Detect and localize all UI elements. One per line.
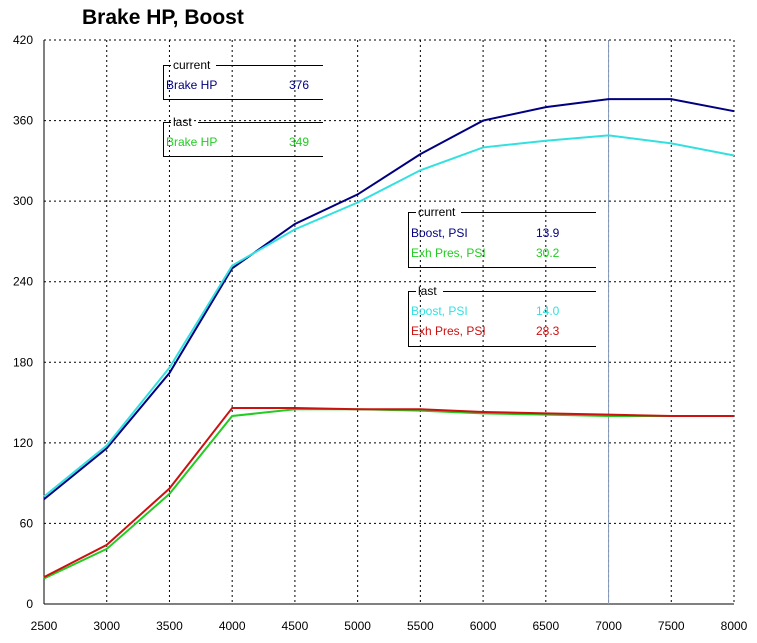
x-tick-label: 4000 — [219, 619, 246, 633]
series-lines — [43, 98, 735, 580]
y-tick-label: 60 — [20, 516, 34, 530]
x-tick-labels: 2500 3000 3500 4000 4500 5000 5500 6000 6500 7000… — [31, 619, 748, 633]
x-tick-label: 5500 — [407, 619, 434, 633]
series-line-3 — [43, 408, 734, 580]
legend-header: last — [418, 284, 437, 298]
series-line-4 — [43, 406, 734, 579]
axes — [43, 40, 734, 605]
x-tick-label: 3000 — [93, 619, 120, 633]
legend-value-exh-pres: 28.3 — [536, 324, 560, 338]
legend-value-brake-hp: 376 — [289, 78, 310, 92]
y-tick-label: 360 — [13, 114, 33, 128]
legend-header: current — [173, 58, 211, 72]
legend-label-brake-hp: Brake HP — [166, 135, 218, 149]
y-tick-label: 420 — [13, 33, 33, 47]
x-tick-label: 8000 — [721, 619, 748, 633]
y-tick-labels: 0 60 120 180 240 300 360 420 — [13, 33, 33, 611]
legend-label-exh-pres: Exh Pres, PSI — [411, 246, 486, 260]
grid-lines — [44, 39, 735, 604]
legend-label-brake-hp: Brake HP — [166, 78, 218, 92]
legend-hp-current: current Brake HP 376 — [163, 58, 323, 102]
series-line-1 — [43, 98, 735, 501]
legend-header: last — [173, 115, 192, 129]
legend-value-exh-pres: 30.2 — [536, 246, 560, 260]
x-tick-label: 3500 — [156, 619, 183, 633]
legend-value-boost: 13.9 — [536, 226, 560, 240]
legend-value-boost: 14.0 — [536, 304, 560, 318]
legend-boost-current: current Boost, PSI 13.9 Exh Pres, PSI 30… — [408, 205, 596, 269]
legend-value-brake-hp: 349 — [289, 135, 310, 149]
legend-boost-last: last Boost, PSI 14.0 Exh Pres, PSI 28.3 — [408, 284, 596, 348]
legend-label-boost: Boost, PSI — [411, 304, 468, 318]
x-tick-label: 6000 — [470, 619, 497, 633]
x-tick-label: 7000 — [595, 619, 622, 633]
legend-label-boost: Boost, PSI — [411, 226, 468, 240]
x-tick-label: 7500 — [658, 619, 685, 633]
chart-title: Brake HP, Boost — [82, 6, 244, 29]
y-tick-label: 0 — [26, 597, 33, 611]
legend-hp-last: last Brake HP 349 — [163, 115, 323, 159]
x-tick-label: 2500 — [31, 619, 58, 633]
y-tick-label: 300 — [13, 194, 33, 208]
series-line-2 — [43, 134, 735, 498]
y-tick-label: 240 — [13, 275, 33, 289]
x-tick-label: 4500 — [282, 619, 309, 633]
x-tick-label: 5000 — [344, 619, 371, 633]
y-tick-label: 120 — [13, 436, 33, 450]
y-tick-label: 180 — [13, 355, 33, 369]
legend-header: current — [418, 205, 456, 219]
legend-label-exh-pres: Exh Pres, PSI — [411, 324, 486, 338]
x-tick-label: 6500 — [532, 619, 559, 633]
